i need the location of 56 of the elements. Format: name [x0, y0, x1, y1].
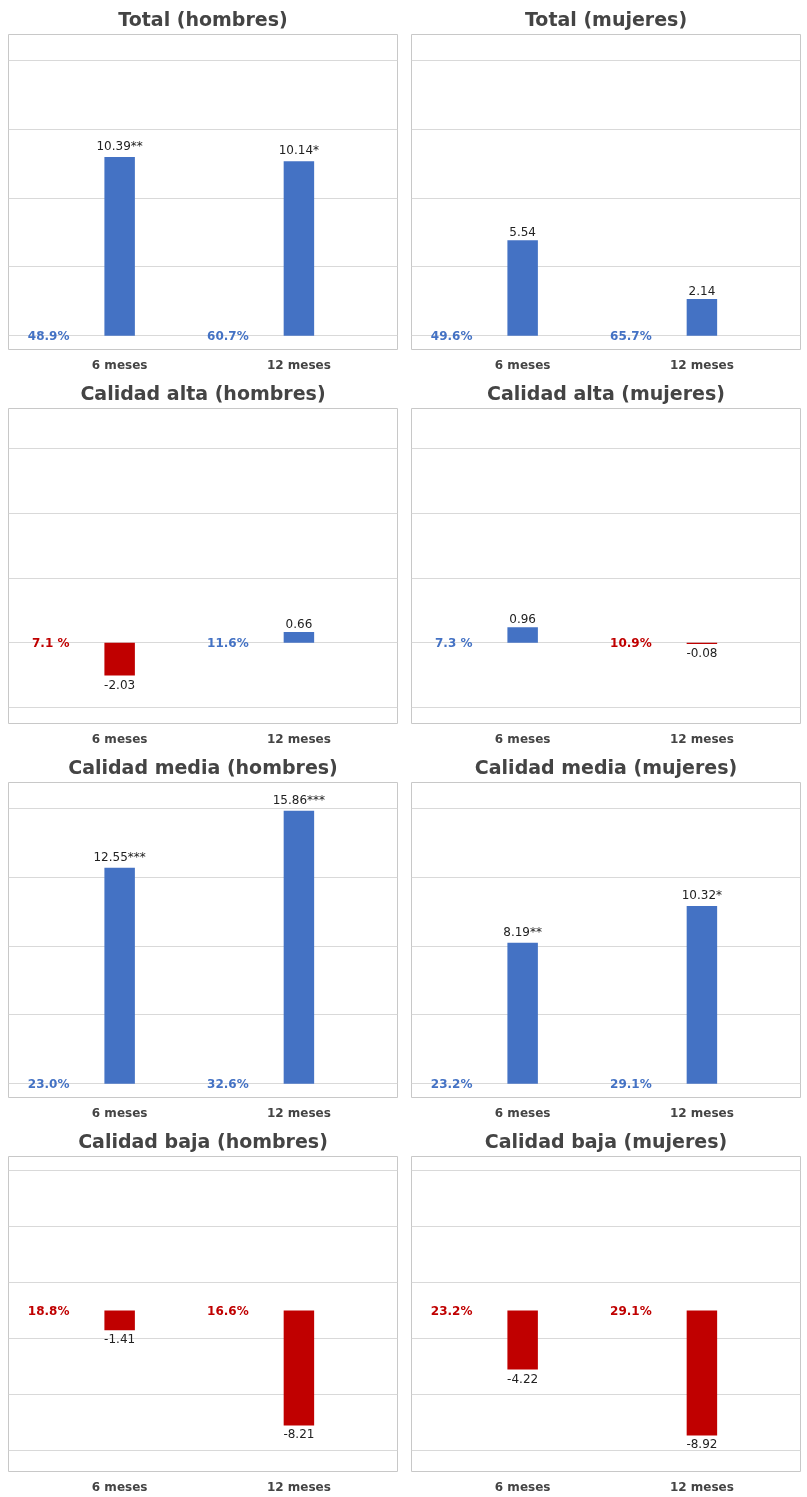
data-label: 15.86***: [272, 792, 326, 807]
annotation: 7.3 %: [434, 635, 473, 650]
data-label: -8.21: [283, 1427, 315, 1442]
data-label: 10.14*: [278, 143, 320, 158]
annotation: 29.1%: [610, 1303, 652, 1318]
x-tick-label: 6 meses: [91, 731, 148, 746]
chart-title: Total (hombres): [118, 7, 288, 30]
annotation: 18.8%: [27, 1303, 70, 1318]
chart-title: Calidad alta (mujeres): [487, 381, 725, 404]
data-label: 10.39**: [96, 138, 143, 153]
data-label: 10.32*: [681, 888, 723, 903]
chart-title: Calidad media (mujeres): [474, 755, 738, 778]
x-tick-label: 6 meses: [494, 731, 551, 746]
x-tick-label: 12 meses: [266, 1105, 331, 1120]
data-label: -2.03: [104, 677, 136, 692]
x-tick-label: 6 meses: [494, 357, 551, 372]
x-tick-label: 12 meses: [669, 731, 734, 746]
x-tick-label: 6 meses: [91, 1479, 148, 1494]
chart-title: Calidad alta (hombres): [80, 381, 326, 404]
x-tick-label: 12 meses: [266, 731, 331, 746]
annotation: 32.6%: [207, 1076, 249, 1091]
x-tick-label: 12 meses: [669, 1479, 734, 1494]
annotation: 29.1%: [610, 1076, 652, 1091]
data-label: 0.66: [285, 617, 313, 632]
chart-title: Calidad media (hombres): [68, 755, 338, 778]
x-tick-label: 6 meses: [494, 1105, 551, 1120]
annotation: 48.9%: [27, 328, 70, 343]
annotation: 7.1 %: [31, 635, 70, 650]
annotation: 23.2%: [430, 1076, 473, 1091]
x-tick-label: 6 meses: [91, 357, 148, 372]
annotation: 23.0%: [27, 1076, 70, 1091]
x-tick-label: 12 meses: [669, 1105, 734, 1120]
data-label: -0.08: [686, 646, 718, 661]
annotation: 49.6%: [430, 328, 473, 343]
annotation: 65.7%: [610, 328, 652, 343]
data-label: 5.54: [509, 225, 536, 240]
annotation: 11.6%: [207, 635, 249, 650]
chart-title: Calidad baja (mujeres): [484, 1129, 728, 1152]
annotation: 60.7%: [207, 328, 249, 343]
data-label: -8.92: [686, 1437, 718, 1452]
data-label: 0.96: [509, 612, 536, 627]
x-tick-label: 6 meses: [91, 1105, 148, 1120]
x-tick-label: 12 meses: [266, 1479, 331, 1494]
annotation: 16.6%: [207, 1303, 249, 1318]
data-label: -1.41: [104, 1332, 136, 1347]
data-label: 2.14: [688, 283, 716, 298]
annotation: 10.9%: [610, 635, 652, 650]
chart-title: Total (mujeres): [524, 7, 688, 30]
data-label: 12.55***: [93, 849, 146, 864]
data-label: 8.19**: [503, 924, 542, 939]
x-tick-label: 12 meses: [669, 357, 734, 372]
x-tick-label: 12 meses: [266, 357, 331, 372]
x-tick-label: 6 meses: [494, 1479, 551, 1494]
annotation: 23.2%: [430, 1303, 473, 1318]
data-label: -4.22: [507, 1371, 539, 1386]
chart-title: Calidad baja (hombres): [78, 1129, 328, 1152]
